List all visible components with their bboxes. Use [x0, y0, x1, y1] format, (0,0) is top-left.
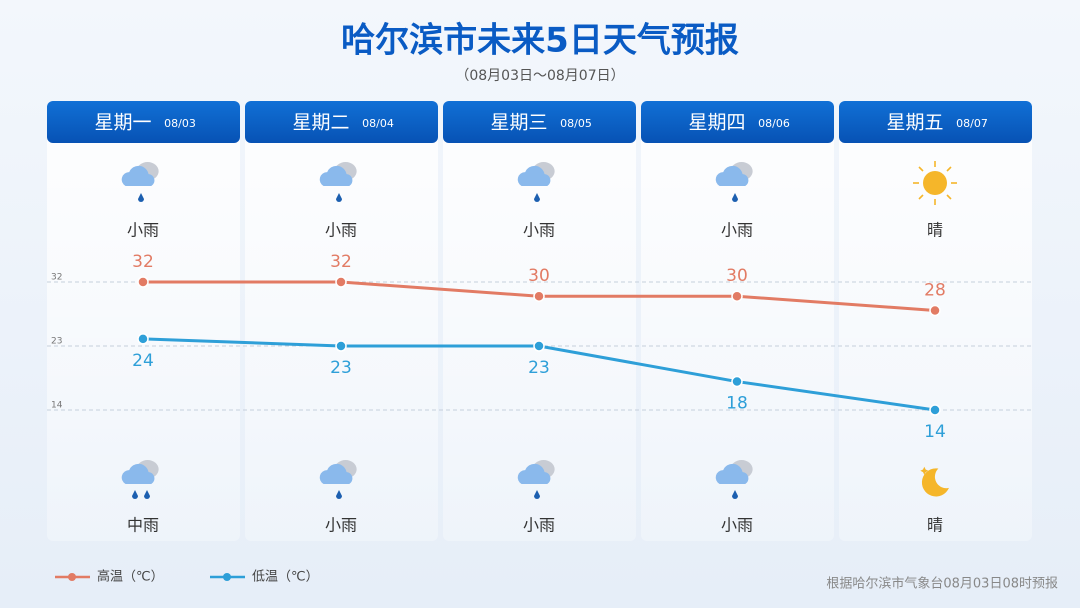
data-point [533, 340, 545, 352]
day-date: 08/03 [164, 117, 196, 130]
data-label: 18 [726, 394, 748, 414]
day-date: 08/07 [956, 117, 988, 130]
day-header [839, 101, 1032, 143]
day-column [641, 101, 834, 541]
day-weather: 小雨 [721, 221, 753, 240]
data-point [335, 340, 347, 352]
data-label: 32 [132, 252, 154, 272]
legend-marker [223, 573, 231, 581]
day-header [47, 101, 240, 143]
data-label: 30 [726, 266, 748, 286]
day-column [443, 101, 636, 541]
day-column [47, 101, 240, 541]
day-name: 星期二 [292, 112, 349, 134]
legend-marker [68, 573, 76, 581]
data-label: 24 [132, 351, 154, 371]
day-name: 星期一 [94, 112, 151, 134]
day-date: 08/06 [758, 117, 790, 130]
data-point [137, 333, 149, 345]
day-column [245, 101, 438, 541]
day-header [641, 101, 834, 143]
data-point [533, 290, 545, 302]
legend-label: 高温（℃） [97, 569, 164, 585]
data-point [929, 304, 941, 317]
data-label: 23 [528, 358, 550, 378]
night-weather: 小雨 [523, 516, 555, 535]
day-date: 08/05 [560, 117, 592, 130]
day-weather: 晴 [927, 221, 943, 240]
day-weather: 小雨 [127, 221, 159, 240]
night-weather: 小雨 [325, 516, 357, 535]
day-weather: 小雨 [325, 221, 357, 240]
columns [47, 101, 1032, 541]
data-point [335, 276, 347, 288]
day-column [839, 101, 1032, 541]
day-name: 星期四 [688, 112, 745, 134]
night-weather: 晴 [927, 516, 943, 535]
day-name: 星期三 [490, 112, 547, 134]
night-weather: 小雨 [721, 516, 753, 535]
data-point [137, 276, 149, 288]
data-label: 30 [528, 266, 550, 286]
data-label: 14 [924, 422, 946, 442]
day-header [443, 101, 636, 143]
data-label: 28 [924, 280, 946, 300]
data-label: 23 [330, 358, 352, 378]
day-header [245, 101, 438, 143]
y-tick-label: 32 [51, 273, 62, 283]
data-point [929, 404, 941, 416]
data-point [731, 375, 743, 388]
data-label: 32 [330, 252, 352, 272]
y-tick-label: 23 [51, 337, 62, 347]
data-point [731, 290, 743, 302]
night-weather: 中雨 [127, 516, 159, 535]
day-date: 08/04 [362, 117, 394, 130]
y-tick-label: 14 [51, 401, 63, 411]
footnote: 根据哈尔滨市气象台08月03日08时预报 [826, 576, 1058, 592]
day-weather: 小雨 [523, 221, 555, 240]
day-name: 星期五 [886, 112, 943, 134]
chart-title: 哈尔滨市未来5日天气预报 [341, 21, 739, 61]
chart-subtitle: （08月03日～08月07日） [455, 68, 624, 84]
legend-label: 低温（℃） [252, 570, 319, 585]
